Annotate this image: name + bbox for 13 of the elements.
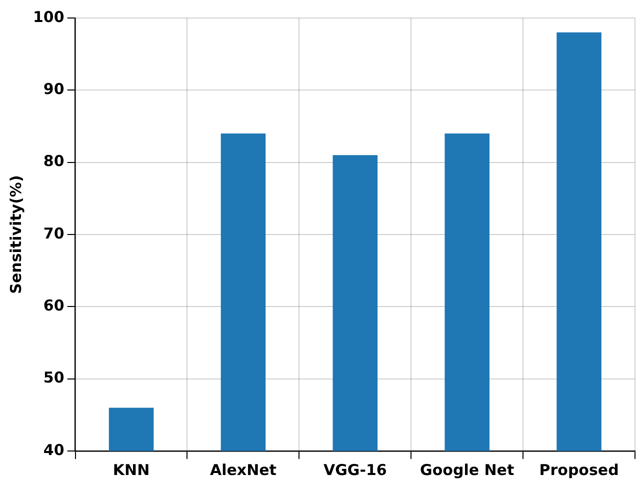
y-tick-label: 60 <box>43 296 64 315</box>
x-tick-label: Google Net <box>420 460 514 479</box>
x-tick-label: VGG-16 <box>323 460 387 479</box>
y-axis-title: Sensitivity(%) <box>6 175 25 294</box>
x-tick-label: AlexNet <box>210 460 276 479</box>
x-tick-label: Proposed <box>539 460 619 479</box>
x-tick-label: KNN <box>112 460 150 479</box>
y-tick-label: 100 <box>33 8 64 26</box>
y-tick-label: 70 <box>43 224 64 242</box>
y-tick-label: 50 <box>43 368 64 387</box>
y-tick-label: 40 <box>43 440 64 459</box>
y-tick-label: 80 <box>43 152 64 170</box>
y-tick-label: 90 <box>43 80 64 98</box>
